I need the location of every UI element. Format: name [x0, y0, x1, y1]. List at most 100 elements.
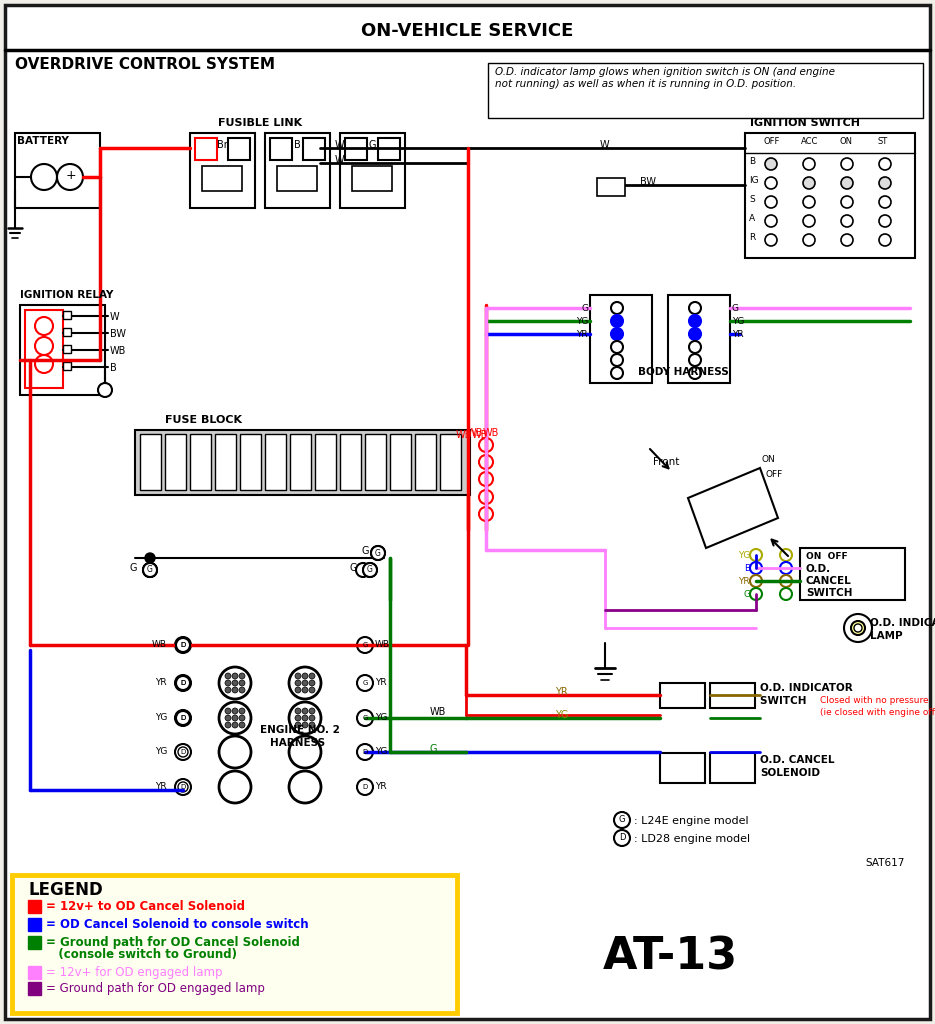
Circle shape [309, 680, 315, 686]
Circle shape [803, 196, 815, 208]
Circle shape [219, 702, 251, 734]
Circle shape [239, 722, 245, 728]
Text: W: W [335, 140, 345, 150]
Bar [660, 753, 705, 783]
Circle shape [295, 687, 301, 693]
Bar [15, 133, 100, 208]
Text: YG: YG [375, 713, 387, 722]
Text: YR: YR [375, 782, 387, 791]
Bar [660, 683, 705, 708]
Circle shape [479, 472, 493, 486]
Text: B: B [744, 564, 750, 573]
Text: FUSIBLE LINK: FUSIBLE LINK [218, 118, 302, 128]
Circle shape [178, 746, 188, 757]
Circle shape [689, 302, 701, 314]
Circle shape [841, 215, 853, 227]
Text: BODY HARNESS: BODY HARNESS [638, 367, 728, 377]
Circle shape [289, 771, 321, 803]
Text: G: G [732, 304, 739, 313]
Circle shape [479, 507, 493, 521]
Text: B: B [294, 140, 300, 150]
Circle shape [178, 782, 188, 792]
Bar [290, 434, 311, 490]
Circle shape [611, 302, 623, 314]
Text: D: D [180, 680, 186, 686]
Text: = 12v+ to OD Cancel Solenoid: = 12v+ to OD Cancel Solenoid [46, 900, 245, 913]
Text: O.D. indicator lamp glows when ignition switch is ON (and engine
not running) as: O.D. indicator lamp glows when ignition … [495, 67, 835, 89]
Text: ON: ON [839, 137, 852, 146]
Text: WB: WB [483, 428, 499, 438]
Text: YR: YR [375, 678, 387, 687]
Circle shape [302, 708, 308, 714]
Text: O.D. INDICATOR: O.D. INDICATOR [760, 683, 853, 693]
Circle shape [479, 438, 493, 452]
Text: YG: YG [555, 710, 568, 720]
Circle shape [363, 563, 377, 577]
Circle shape [803, 177, 815, 189]
Circle shape [841, 177, 853, 189]
Circle shape [295, 722, 301, 728]
Circle shape [309, 715, 315, 721]
Text: G: G [147, 565, 153, 574]
Bar [28, 936, 41, 949]
Text: LAMP: LAMP [870, 631, 902, 641]
Circle shape [611, 315, 623, 327]
Bar [190, 434, 211, 490]
Circle shape [780, 588, 792, 600]
Circle shape [750, 549, 762, 561]
Circle shape [239, 715, 245, 721]
Text: G: G [375, 549, 381, 557]
Circle shape [879, 196, 891, 208]
Text: (ie closed with engine off): (ie closed with engine off) [820, 708, 935, 717]
Circle shape [35, 355, 53, 373]
Circle shape [302, 673, 308, 679]
Circle shape [309, 673, 315, 679]
Text: YR: YR [732, 330, 743, 339]
Text: D: D [363, 749, 367, 755]
Circle shape [232, 722, 238, 728]
Circle shape [750, 575, 762, 587]
Circle shape [689, 354, 701, 366]
Circle shape [689, 315, 701, 327]
Text: D: D [180, 642, 186, 648]
Bar [165, 434, 186, 490]
Bar [710, 683, 755, 708]
Text: Front: Front [653, 457, 680, 467]
Text: = Ground path for OD engaged lamp: = Ground path for OD engaged lamp [46, 982, 265, 995]
Circle shape [841, 158, 853, 170]
Circle shape [225, 708, 231, 714]
Circle shape [689, 328, 701, 340]
Circle shape [750, 588, 762, 600]
Text: BW: BW [110, 329, 126, 339]
Bar [440, 434, 461, 490]
Text: G: G [363, 642, 367, 648]
Circle shape [750, 562, 762, 574]
Circle shape [143, 563, 157, 577]
Circle shape [225, 687, 231, 693]
Bar [28, 918, 41, 931]
Bar [240, 434, 261, 490]
Circle shape [356, 563, 370, 577]
Bar [597, 178, 625, 196]
Circle shape [232, 687, 238, 693]
Circle shape [803, 158, 815, 170]
Circle shape [35, 337, 53, 355]
Circle shape [854, 624, 862, 632]
Text: WB: WB [467, 428, 483, 438]
Text: SOLENOID: SOLENOID [760, 768, 820, 778]
Bar [270, 138, 292, 160]
Circle shape [232, 715, 238, 721]
Text: YR: YR [155, 678, 167, 687]
Circle shape [225, 680, 231, 686]
Circle shape [143, 563, 157, 577]
Text: O.D. INDICATOR: O.D. INDICATOR [870, 618, 935, 628]
Text: WB: WB [430, 707, 446, 717]
Circle shape [611, 354, 623, 366]
Circle shape [357, 779, 373, 795]
Circle shape [98, 383, 112, 397]
Circle shape [295, 673, 301, 679]
Circle shape [302, 687, 308, 693]
Circle shape [225, 715, 231, 721]
Text: AT-13: AT-13 [602, 935, 738, 978]
Circle shape [225, 722, 231, 728]
